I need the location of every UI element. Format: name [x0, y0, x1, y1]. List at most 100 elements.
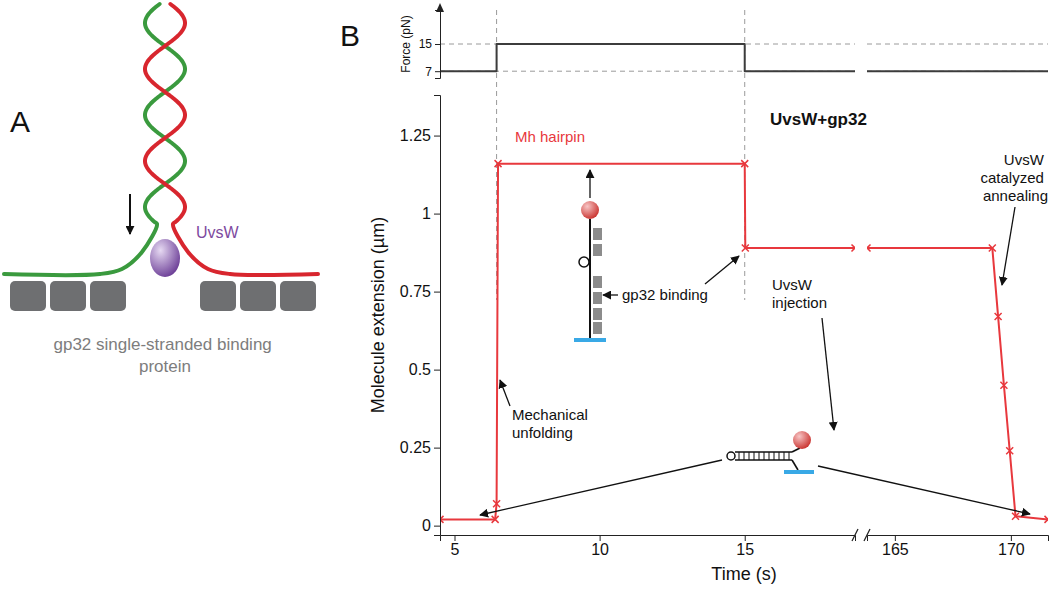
axis-title: Force (pN) — [399, 15, 413, 72]
annotation-arrow — [822, 318, 834, 430]
data-point — [495, 160, 502, 167]
cartoon-bead — [793, 431, 811, 449]
annotation: gp32 binding — [622, 286, 708, 303]
tick-label: 0 — [422, 517, 431, 534]
panel-letter-line: B — [340, 19, 360, 52]
data-line — [440, 164, 855, 520]
annotation-arrow — [818, 466, 1030, 514]
annotation: Mechanical unfolding — [512, 406, 592, 441]
data-point — [493, 500, 500, 507]
protein-label: gp32 single-stranded binding protein — [53, 335, 276, 376]
tick-label: 0.75 — [400, 283, 431, 300]
axis-arrow — [436, 3, 444, 12]
tick-mark — [434, 214, 440, 215]
gp32-box — [50, 281, 86, 311]
data-point — [989, 244, 996, 251]
tick: 5 — [451, 535, 460, 558]
tick-mark — [434, 370, 440, 371]
axis: 165 170 — [868, 535, 1049, 558]
protein-label-line: UvsW — [196, 224, 240, 241]
plot-area — [867, 244, 1048, 522]
cartoon-surface — [574, 338, 606, 342]
data-line — [867, 70, 1048, 72]
cartoon-rung — [759, 452, 760, 460]
annotation-line: annealing — [983, 187, 1048, 204]
data-point — [1006, 447, 1013, 454]
data-point — [1045, 516, 1049, 523]
data-point — [1000, 382, 1007, 389]
tick: 165 — [882, 535, 909, 558]
cartoon-rung — [764, 452, 765, 460]
direction-arrow — [129, 194, 131, 234]
tick: 1.25 — [400, 127, 440, 144]
cartoon-surface — [784, 470, 814, 474]
cartoon-gp32 — [593, 244, 602, 256]
tick: 1 — [422, 205, 440, 222]
annotation-arrow — [589, 170, 590, 198]
tick-mark — [434, 526, 440, 527]
tick: 0 — [422, 517, 440, 534]
annotations: Mh hairpin gp32 binding Mechanical unfoldi… — [480, 128, 1048, 515]
tick: 0.25 — [400, 439, 440, 456]
tick: 15 — [736, 535, 754, 558]
tick-mark — [745, 535, 746, 541]
data-point — [995, 313, 1002, 320]
grid-line — [867, 44, 1048, 45]
tick: 0.5 — [409, 361, 440, 378]
tick-label: 0.25 — [400, 439, 431, 456]
annotation-arrow — [1002, 207, 1015, 285]
tick-label: 10 — [591, 541, 609, 558]
data-line — [867, 248, 1048, 519]
axis-title: Molecule extension (µm) — [368, 217, 388, 413]
cartoon-strand — [589, 219, 591, 338]
annotation-line: unfolding — [512, 424, 573, 441]
annotation: UvsW catalyzed annealing — [980, 151, 1048, 204]
annotation-arrow — [480, 460, 722, 515]
dna-strand — [145, 4, 318, 275]
data-point — [741, 160, 748, 167]
panel-b: 7 15 0 0.25 0.5 0.75 1 1.25 5 10 15 165 170 B Force (p… — [340, 3, 1052, 584]
tick: 0.75 — [400, 283, 440, 300]
tick-mark — [600, 535, 601, 541]
cartoon-gp32 — [593, 322, 602, 334]
annotation-line: injection — [772, 294, 827, 311]
cartoon-rung — [744, 452, 745, 460]
tick-label: 0.5 — [409, 361, 431, 378]
data-point — [1012, 513, 1019, 520]
cartoon-unfolded — [574, 201, 606, 340]
tick-label: 15 — [736, 541, 754, 558]
cartoon-rung — [739, 452, 740, 460]
uvsw-protein — [150, 239, 180, 277]
tick: 7 — [425, 65, 440, 79]
cartoon-bead — [581, 201, 599, 219]
annotation-arrow — [500, 380, 510, 406]
panel-letter: A — [10, 105, 30, 138]
figure: A UvsW gp32 single-stranded binding protei… — [0, 0, 1058, 590]
axis-break — [852, 529, 858, 541]
tick-label: 170 — [998, 541, 1025, 558]
tick: 170 — [998, 535, 1025, 558]
chart-title: UvsW+gp32 — [770, 110, 867, 129]
axis-line — [435, 11, 441, 79]
tick-mark — [434, 136, 440, 137]
tick-label: 165 — [882, 541, 909, 558]
tick-label: 15 — [419, 37, 433, 51]
axis: 7 15 — [419, 11, 441, 79]
annotation-line: gp32 binding — [622, 286, 708, 303]
cartoon-rung — [779, 452, 780, 460]
protein-label: UvsW — [196, 224, 240, 241]
plot-area — [867, 71, 1048, 72]
annotation: Mh hairpin — [515, 128, 585, 145]
data-point — [867, 244, 871, 251]
axis-title: Time (s) — [711, 564, 776, 584]
cartoon-rung — [784, 452, 785, 460]
protein-label-line: gp32 single-stranded binding — [53, 335, 276, 354]
cartoon-folded — [727, 431, 814, 472]
axis: 0 0.25 0.5 0.75 1 1.25 — [400, 96, 441, 536]
protein-label-line: protein — [139, 357, 191, 376]
gp32-box — [280, 281, 316, 311]
annotation: UvsW injection — [772, 276, 827, 311]
gp32-box — [90, 281, 126, 311]
cartoon-rung — [774, 452, 775, 460]
panel-letter-line: A — [10, 105, 30, 138]
